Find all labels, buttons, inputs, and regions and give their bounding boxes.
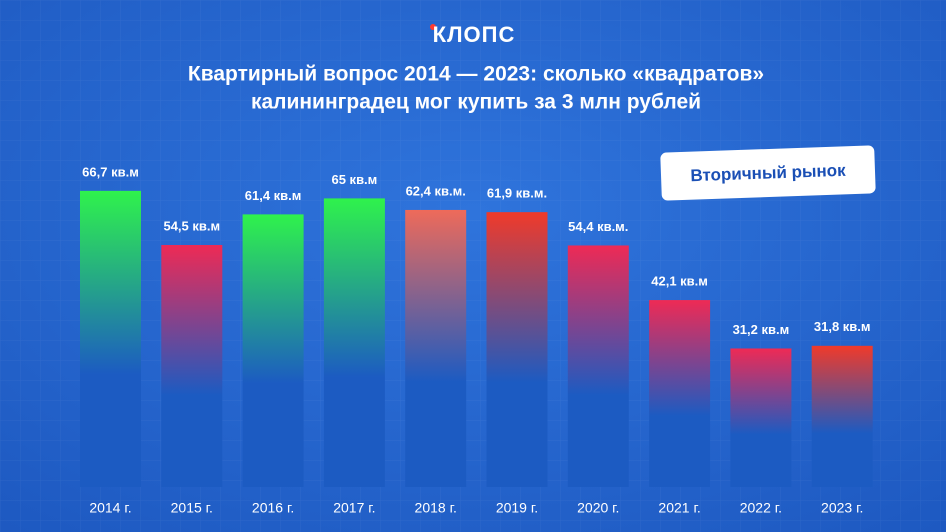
value-label: 42,1 кв.м [651, 274, 708, 289]
value-label: 31,2 кв.м [733, 322, 790, 337]
value-label: 54,4 кв.м. [568, 219, 628, 234]
value-label: 65 кв.м [331, 172, 377, 187]
x-tick-label: 2017 г. [333, 500, 375, 516]
x-tick-label: 2021 г. [658, 500, 700, 516]
value-label: 31,8 кв.м [814, 319, 871, 334]
logo: КЛОПС [433, 22, 516, 47]
x-tick-label: 2019 г. [496, 500, 538, 516]
badge-box [660, 145, 876, 201]
bar [161, 245, 223, 487]
x-tick-label: 2020 г. [577, 500, 619, 516]
bar [242, 214, 304, 487]
chart-title: калининградец мог купить за 3 млн рублей [251, 91, 701, 114]
value-label: 61,9 кв.м. [487, 186, 547, 201]
logo-dot [430, 24, 436, 30]
bar [405, 209, 467, 487]
bar [323, 198, 385, 487]
x-tick-label: 2016 г. [252, 500, 294, 516]
x-tick-label: 2018 г. [415, 500, 457, 516]
chart-title: Квартирный вопрос 2014 — 2023: сколько «… [188, 63, 764, 86]
x-tick-label: 2015 г. [171, 500, 213, 516]
x-tick-label: 2022 г. [740, 500, 782, 516]
bar [649, 300, 711, 487]
value-label: 62,4 кв.м. [406, 183, 466, 198]
bar [486, 212, 548, 487]
x-tick-label: 2023 г. [821, 500, 863, 516]
bar [730, 348, 792, 487]
value-label: 66,7 кв.м [82, 164, 139, 179]
value-label: 54,5 кв.м [163, 218, 220, 233]
badge: Вторичный рынок [660, 145, 876, 201]
value-label: 61,4 кв.м [245, 188, 302, 203]
bar [80, 190, 141, 488]
bar [811, 345, 873, 487]
bar [567, 245, 629, 487]
x-tick-label: 2014 г. [89, 500, 131, 516]
